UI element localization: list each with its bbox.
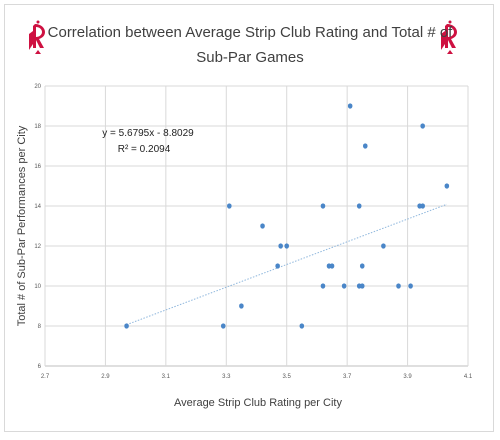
data-point	[329, 263, 335, 269]
data-point	[347, 103, 353, 109]
x-tick-label: 4.1	[464, 374, 473, 380]
trend-equation: y = 5.6795x - 8.8029	[102, 128, 194, 139]
data-point	[359, 263, 365, 269]
data-point	[362, 143, 368, 149]
x-tick-label: 3.5	[283, 374, 292, 380]
data-point	[396, 283, 401, 289]
data-point	[444, 183, 450, 189]
y-tick-label: 10	[34, 284, 41, 290]
r-squared-label: R² = 0.2094	[118, 144, 171, 155]
y-tick-label: 16	[34, 164, 41, 170]
data-point	[220, 323, 226, 329]
trendline	[126, 203, 448, 326]
data-point	[341, 283, 347, 289]
data-point	[227, 203, 232, 209]
data-point	[420, 203, 425, 209]
data-point	[320, 203, 326, 209]
y-tick-label: 6	[38, 364, 42, 370]
data-point	[124, 323, 129, 329]
y-tick-label: 12	[34, 244, 41, 250]
x-tick-label: 2.7	[41, 374, 50, 380]
y-tick-label: 20	[34, 84, 41, 90]
data-point	[278, 243, 283, 249]
chart-title-line1: Correlation between Average Strip Club R…	[48, 24, 454, 41]
data-point	[260, 223, 265, 229]
y-tick-labels: 6 8 10 12 14 16 18 20	[34, 84, 41, 370]
data-point	[284, 243, 290, 249]
y-tick-label: 14	[34, 204, 41, 210]
rockets-logo-icon-left	[29, 20, 45, 54]
y-tick-label: 18	[34, 124, 41, 130]
chart-title-line2: Sub-Par Games	[196, 49, 304, 66]
y-axis-title: Total # of Sub-Par Performances per City	[16, 125, 28, 326]
x-tick-label: 3.3	[222, 374, 231, 380]
data-point	[420, 123, 425, 129]
data-point	[239, 303, 244, 309]
data-points	[124, 103, 450, 329]
data-point	[359, 283, 365, 289]
data-point	[408, 283, 413, 289]
chart-frame	[4, 4, 494, 432]
x-tick-label: 3.1	[162, 374, 171, 380]
y-tick-label: 8	[38, 324, 42, 330]
x-tick-label: 2.9	[101, 374, 110, 380]
x-tick-labels: 2.7 2.9 3.1 3.3 3.5 3.7 3.9 4.1	[41, 374, 473, 380]
data-point	[356, 203, 362, 209]
data-point	[275, 263, 280, 269]
x-axis-title: Average Strip Club Rating per City	[174, 397, 342, 409]
data-point	[381, 243, 386, 249]
data-point	[299, 323, 305, 329]
x-tick-label: 3.9	[403, 374, 412, 380]
rockets-logo-icon-right	[441, 20, 457, 54]
data-point	[320, 283, 326, 289]
x-tick-label: 3.7	[343, 374, 352, 380]
